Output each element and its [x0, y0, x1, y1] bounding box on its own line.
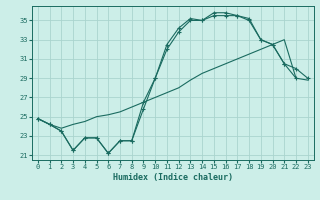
- X-axis label: Humidex (Indice chaleur): Humidex (Indice chaleur): [113, 173, 233, 182]
